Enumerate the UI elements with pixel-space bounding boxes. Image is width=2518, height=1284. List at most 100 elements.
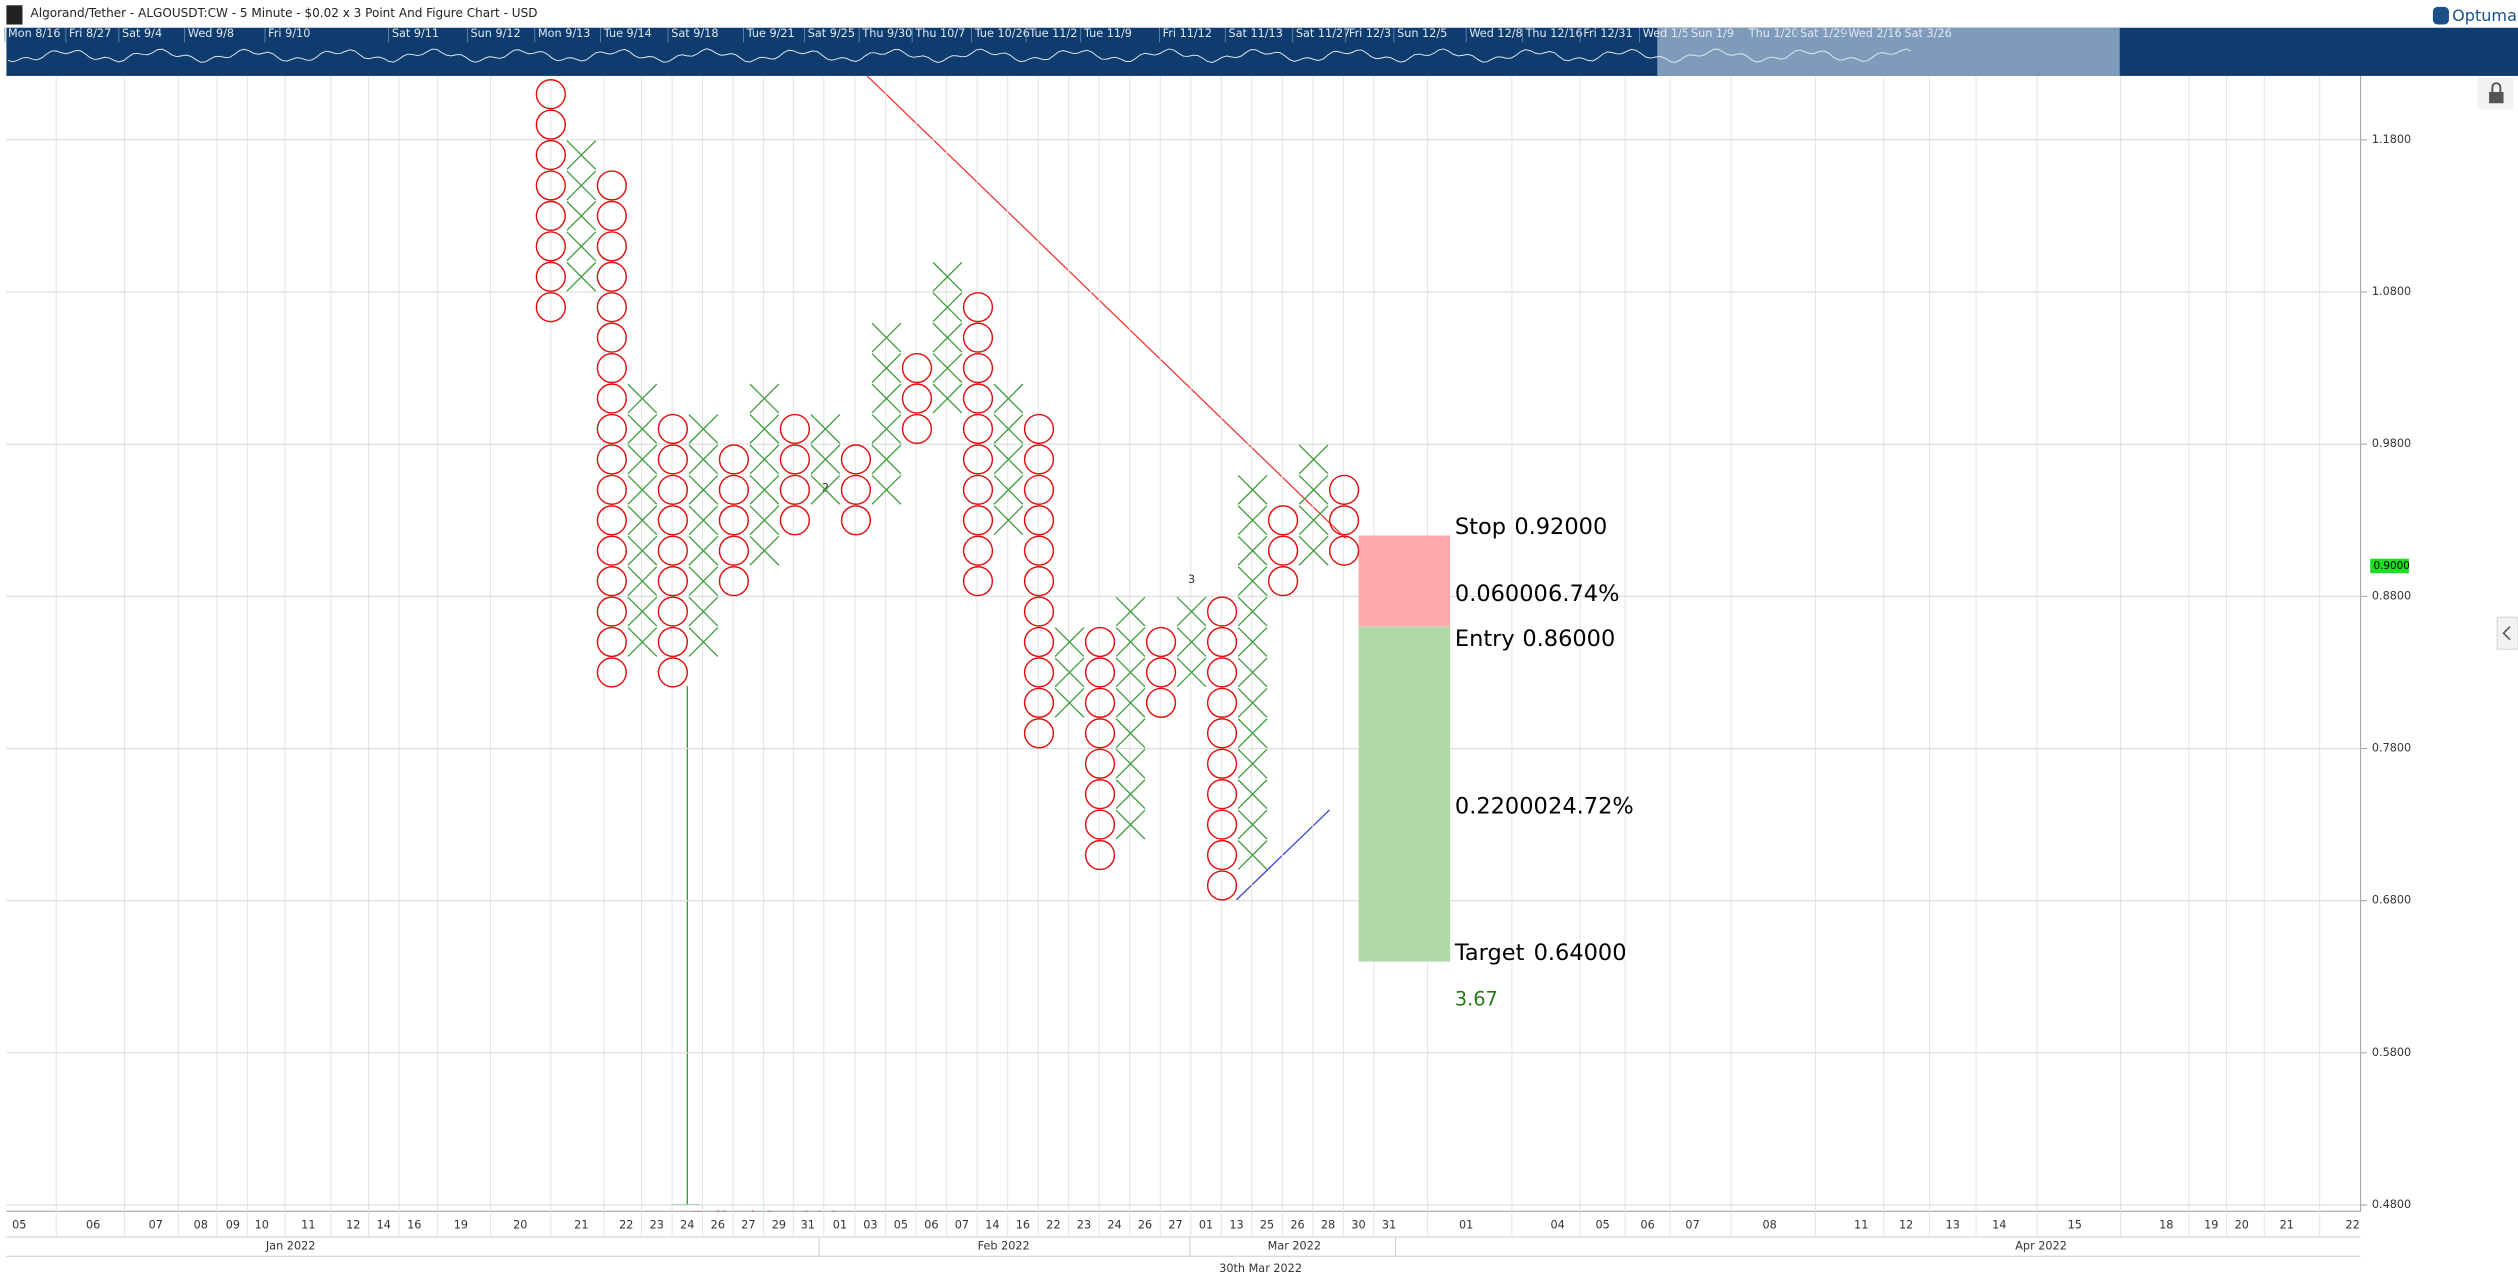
o-box <box>596 322 627 353</box>
chart-title: Algorand/Tether - ALGOUSDT:CW - 5 Minute… <box>31 6 538 20</box>
x-box <box>749 505 780 536</box>
annotation: 3 <box>1188 573 1195 586</box>
o-box <box>1023 474 1055 505</box>
o-box <box>1023 444 1055 475</box>
x-box <box>627 596 658 627</box>
o-box <box>1084 718 1116 749</box>
x-box <box>993 383 1024 414</box>
x-tick-label: 14 <box>377 1219 391 1232</box>
navigator-date: Sat 9/25 <box>808 27 855 40</box>
o-box <box>535 231 566 262</box>
x-box <box>627 566 658 597</box>
x-box <box>566 201 597 231</box>
x-column <box>749 383 780 566</box>
x-tick-label: 05 <box>894 1219 908 1232</box>
o-column <box>840 444 872 536</box>
x-column <box>688 414 719 657</box>
o-box <box>718 444 750 475</box>
x-box <box>688 535 719 566</box>
o-box <box>1267 505 1299 536</box>
x-tick-label: 12 <box>1899 1219 1913 1232</box>
x-tick-label: 22 <box>2345 1219 2359 1232</box>
o-box <box>779 444 811 475</box>
o-box <box>718 565 750 597</box>
o-box <box>962 322 994 353</box>
o-box <box>962 474 994 505</box>
x-tick-label: 03 <box>863 1219 877 1232</box>
x-box <box>810 474 841 505</box>
navigator-window[interactable] <box>1657 27 2120 76</box>
navigator-date: Tue 9/14 <box>603 27 652 40</box>
x-box <box>1237 779 1268 810</box>
navigator-date: Tue 9/21 <box>746 27 795 40</box>
o-box <box>962 565 994 597</box>
o-box <box>718 535 750 566</box>
o-column <box>779 413 811 536</box>
x-box <box>688 627 719 657</box>
o-box <box>1084 657 1116 688</box>
date-label: 30th Mar 2022 <box>1219 1262 1302 1275</box>
x-tick-label: 16 <box>407 1219 421 1232</box>
o-column <box>1084 626 1116 871</box>
x-box <box>932 322 963 353</box>
x-tick-label: 06 <box>924 1219 938 1232</box>
x-box <box>1176 657 1207 688</box>
o-box <box>657 565 688 597</box>
o-column <box>718 444 750 597</box>
x-tick-label: 23 <box>650 1219 664 1232</box>
chevron-icon <box>2502 626 2511 641</box>
x-box <box>1298 505 1329 536</box>
annotation: 2 <box>822 482 829 495</box>
o-box <box>962 352 994 384</box>
x-tick-label: 07 <box>1685 1219 1699 1232</box>
logo: Optuma <box>2452 6 2517 25</box>
o-box <box>657 535 688 566</box>
o-box <box>596 474 627 505</box>
x-box <box>1237 505 1268 536</box>
x-box <box>1237 748 1268 779</box>
x-tick-label: 05 <box>12 1219 26 1232</box>
x-tick-label: 06 <box>86 1219 100 1232</box>
o-box <box>779 413 811 445</box>
side-panel-toggle[interactable] <box>2496 616 2518 650</box>
x-box <box>1237 840 1268 870</box>
o-column <box>657 413 688 688</box>
navigator-date: Fri 12/3 <box>1349 27 1391 40</box>
failed-label: Failed 0.4800 <box>691 1207 842 1233</box>
o-box <box>596 444 627 475</box>
logo-icon <box>2432 6 2449 25</box>
o-column <box>1145 626 1177 719</box>
x-tick-label: 09 <box>226 1219 240 1232</box>
y-tick-label: 0.8800 <box>2372 589 2411 602</box>
o-box <box>840 474 872 505</box>
x-tick-label: 30 <box>1351 1219 1365 1232</box>
x-box <box>1298 535 1329 566</box>
o-box <box>1206 779 1238 810</box>
o-box <box>1328 505 1360 536</box>
entry-value: 0.86000 <box>1522 626 1615 652</box>
o-box <box>657 657 688 688</box>
o-box <box>596 292 627 323</box>
o-box <box>962 413 994 445</box>
x-box <box>993 505 1024 536</box>
x-box <box>993 444 1024 475</box>
y-tick-label: 1.1800 <box>2372 133 2411 146</box>
x-box <box>627 505 658 536</box>
lock-icon <box>2489 91 2504 104</box>
x-tick-label: 10 <box>255 1219 269 1232</box>
x-box <box>932 292 963 323</box>
price-tag <box>2370 558 2409 574</box>
o-box <box>535 79 566 110</box>
x-box <box>810 444 841 475</box>
x-column <box>1176 596 1207 688</box>
month-label: Mar 2022 <box>1268 1240 1321 1253</box>
o-box <box>901 383 933 414</box>
o-box <box>1145 687 1177 719</box>
o-box <box>1084 809 1116 840</box>
x-box <box>627 444 658 475</box>
x-box <box>1115 809 1146 840</box>
x-column <box>1298 444 1329 566</box>
x-box <box>871 353 902 383</box>
o-box <box>1023 505 1055 536</box>
navigator-date: Sat 9/18 <box>671 27 718 40</box>
